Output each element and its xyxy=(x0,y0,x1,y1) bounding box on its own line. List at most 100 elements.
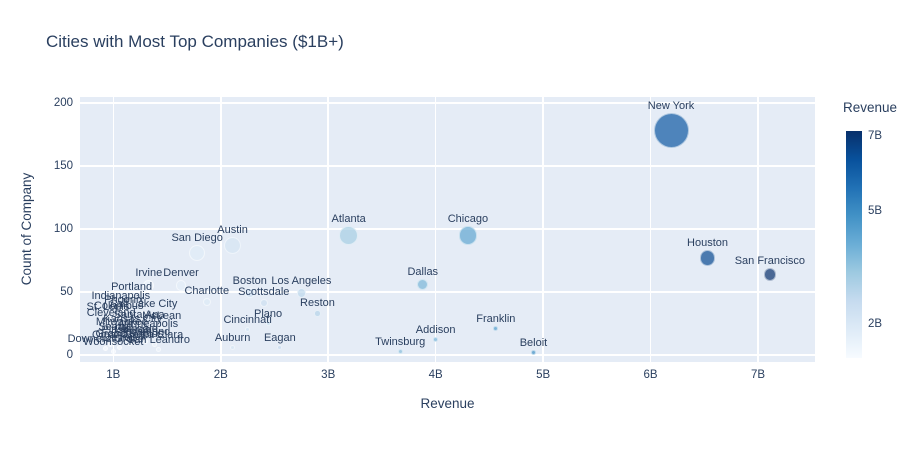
city-label: Los Angeles xyxy=(271,275,332,288)
city-label: Portland xyxy=(111,280,153,293)
city-marker[interactable] xyxy=(115,312,122,319)
colorbar-title: Revenue xyxy=(843,100,898,115)
city-marker[interactable] xyxy=(433,337,439,343)
y-gridline xyxy=(80,291,815,293)
colorbar-tick-label: 7B xyxy=(868,129,883,142)
y-gridline xyxy=(80,228,815,230)
city-label: Salt Lake City xyxy=(109,298,178,311)
city-label: Richmond xyxy=(120,325,171,338)
city-label: McLean xyxy=(142,310,182,323)
city-marker[interactable] xyxy=(130,325,136,331)
city-marker[interactable] xyxy=(397,348,403,354)
city-marker[interactable] xyxy=(530,349,536,355)
city-marker[interactable] xyxy=(259,299,268,308)
city-label: Irvine xyxy=(135,267,163,280)
y-gridline xyxy=(80,354,815,356)
y-tick-label: 150 xyxy=(53,160,73,173)
city-label: Phoenix xyxy=(104,294,144,307)
city-marker[interactable] xyxy=(265,320,271,326)
colorbar-tick-label: 5B xyxy=(868,204,883,217)
city-label: Franklin xyxy=(476,312,516,325)
city-marker[interactable] xyxy=(143,338,149,344)
city-marker[interactable] xyxy=(110,348,116,354)
city-marker[interactable] xyxy=(112,333,118,339)
x-tick-label: 2B xyxy=(213,369,228,381)
y-gridline xyxy=(80,165,815,167)
x-axis-title: Revenue xyxy=(420,396,475,411)
city-marker[interactable] xyxy=(117,344,123,350)
city-marker[interactable] xyxy=(108,319,114,325)
city-marker[interactable] xyxy=(104,314,111,321)
x-tick-label: 6B xyxy=(643,369,658,381)
city-marker[interactable] xyxy=(146,331,152,337)
chart-title: Cities with Most Top Companies ($1B+) xyxy=(46,32,344,51)
city-label: Cincinnati xyxy=(223,314,272,327)
city-marker[interactable] xyxy=(417,278,429,290)
city-marker[interactable] xyxy=(123,337,129,343)
city-marker[interactable] xyxy=(175,280,187,292)
city-label: Twinsburg xyxy=(375,335,426,348)
city-label: Beloit xyxy=(519,336,548,349)
city-label: St. Louis xyxy=(86,301,130,314)
plot-area[interactable]: New York Chicago Atlanta Austin San Diego Hou… xyxy=(68,97,815,362)
city-label: New York xyxy=(647,100,695,113)
y-tick-label: 200 xyxy=(53,97,73,110)
city-marker[interactable] xyxy=(339,225,358,245)
city-marker[interactable] xyxy=(699,250,716,266)
city-marker[interactable] xyxy=(230,344,236,350)
city-label: Santa Clara xyxy=(125,329,184,342)
city-label: Omaha xyxy=(92,329,129,342)
y-axis-title: Count of Company xyxy=(19,172,34,286)
city-label: Woonsocket xyxy=(83,335,144,348)
city-marker[interactable] xyxy=(296,288,307,299)
city-label: Chicago xyxy=(447,212,489,225)
city-marker[interactable] xyxy=(126,341,132,347)
city-marker[interactable] xyxy=(159,323,165,329)
city-label: Detroit xyxy=(103,331,136,344)
city-marker[interactable] xyxy=(202,297,211,307)
x-tick-label: 4B xyxy=(428,369,443,381)
city-label: Plano xyxy=(253,307,283,320)
city-label: Scottsdale xyxy=(238,286,290,299)
city-marker[interactable] xyxy=(143,280,155,292)
city-marker[interactable] xyxy=(314,310,321,317)
city-marker[interactable] xyxy=(107,342,113,348)
city-marker[interactable] xyxy=(120,307,128,315)
city-label: Dallas xyxy=(407,265,439,278)
y-tick-label: 0 xyxy=(66,348,73,361)
city-marker[interactable] xyxy=(277,344,283,350)
x-tick-label: 3B xyxy=(321,369,336,381)
city-label: Atlanta xyxy=(331,212,366,225)
city-marker[interactable] xyxy=(151,342,157,348)
city-marker[interactable] xyxy=(136,322,142,328)
city-marker[interactable] xyxy=(103,346,109,352)
city-marker[interactable] xyxy=(458,225,478,245)
city-marker[interactable] xyxy=(140,311,147,318)
city-marker[interactable] xyxy=(189,244,206,261)
city-label: Eagan xyxy=(263,331,296,344)
city-label: Denver xyxy=(163,267,199,280)
colorbar-tick-label: 2B xyxy=(868,318,883,331)
city-label: Glendale xyxy=(113,322,158,335)
city-label: Downers Grove xyxy=(67,333,144,346)
city-marker[interactable] xyxy=(493,325,499,331)
city-marker[interactable] xyxy=(244,288,255,299)
colorbar-gradient xyxy=(846,131,862,358)
city-marker[interactable] xyxy=(155,347,161,353)
city-marker[interactable] xyxy=(127,293,136,303)
x-tick-label: 5B xyxy=(536,369,551,381)
city-marker[interactable] xyxy=(245,327,251,333)
city-marker[interactable] xyxy=(653,113,689,149)
city-label: Charlotte xyxy=(184,284,230,297)
city-marker[interactable] xyxy=(763,268,777,281)
city-marker[interactable] xyxy=(119,328,125,334)
x-tick-label: 1B xyxy=(106,369,121,381)
y-tick-label: 100 xyxy=(53,222,73,235)
city-marker[interactable] xyxy=(133,336,139,342)
y-tick-label: 50 xyxy=(60,285,73,298)
city-label: Kansas City xyxy=(103,312,162,325)
city-label: Houston xyxy=(687,237,729,250)
city-label: Santa Ana xyxy=(113,309,165,322)
city-marker[interactable] xyxy=(224,236,242,254)
